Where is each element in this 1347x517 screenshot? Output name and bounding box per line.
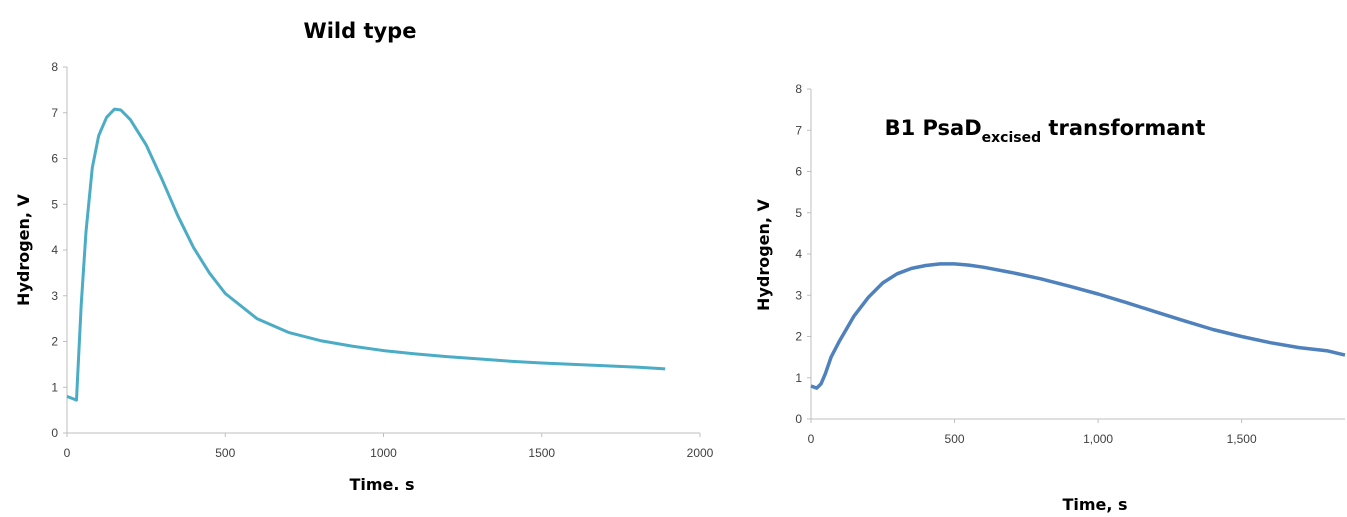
y-tick-label: 2	[51, 335, 58, 349]
y-tick-label: 1	[795, 371, 802, 385]
title-tail: transformant	[1041, 116, 1205, 140]
x-tick-label: 1,000	[1083, 432, 1113, 446]
y-tick-label: 5	[795, 206, 802, 220]
y-tick-label: 5	[51, 197, 58, 211]
y-tick-label: 0	[795, 412, 802, 426]
x-tick-label: 2000	[687, 446, 714, 460]
y-tick-label: 6	[51, 152, 58, 166]
title-subscript: excised	[982, 130, 1041, 146]
y-tick-label: 1	[51, 380, 58, 394]
x-tick-label: 0	[808, 432, 815, 446]
x-axis-title: Time, s	[1062, 495, 1127, 514]
x-tick-label: 500	[945, 432, 965, 446]
y-tick-label: 0	[51, 426, 58, 440]
y-tick-label: 2	[795, 330, 802, 344]
y-tick-label: 7	[795, 123, 802, 137]
y-tick-label: 3	[51, 289, 58, 303]
x-tick-label: 1500	[528, 446, 555, 460]
x-tick-label: 500	[215, 446, 235, 460]
wild-type-series-line	[67, 109, 665, 400]
y-tick-label: 3	[795, 288, 802, 302]
x-axis-title: Time. s	[349, 475, 414, 494]
y-axis-title: Hydrogen, V	[14, 193, 33, 306]
y-tick-label: 4	[795, 247, 802, 261]
y-tick-label: 8	[51, 60, 58, 74]
x-tick-label: 1000	[370, 446, 397, 460]
chart-title: B1 PsaDexcised transformant	[885, 116, 1206, 146]
y-axis-title: Hydrogen, V	[754, 198, 773, 311]
y-tick-label: 7	[51, 106, 58, 120]
transformant-series-line	[811, 264, 1345, 388]
chart-wild-type: Wild type 0 1 2 3 4 5 6 7 8 0 500 1000 1500 2000 Tim…	[14, 19, 714, 494]
y-tick-label: 8	[795, 82, 802, 96]
y-tick-label: 4	[51, 243, 58, 257]
chart-b1-psad-excised: B1 PsaDexcised transformant 0 1 2 3 4 5 6 7 8 0 5…	[754, 82, 1345, 514]
y-tick-label: 6	[795, 165, 802, 179]
x-tick-label: 1,500	[1227, 432, 1257, 446]
title-main: B1 PsaD	[885, 116, 982, 140]
chart-title: Wild type	[304, 19, 417, 43]
x-tick-label: 0	[64, 446, 71, 460]
